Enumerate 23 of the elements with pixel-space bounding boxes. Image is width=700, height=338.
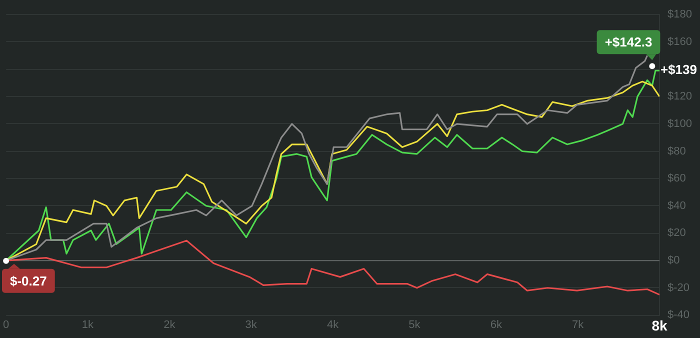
annotation: $-0.27	[10, 273, 47, 288]
y-tick-label: $120	[668, 90, 692, 103]
y-tick-label: $160	[668, 36, 692, 48]
x-tick-label: 8k	[652, 317, 668, 334]
y-tick-label: $20	[668, 227, 686, 240]
x-tick-label: 4k	[326, 318, 340, 331]
y-tick-label: $80	[668, 145, 686, 158]
y-tick-label: $40	[668, 200, 686, 212]
x-tick-label: 5k	[408, 318, 421, 331]
y-tick-label: $100	[668, 118, 692, 130]
y-tick-label: $-20	[668, 282, 690, 294]
x-tick-label: 1k	[82, 318, 94, 331]
annotation: +$142.3	[604, 34, 652, 50]
x-tick-label: 7k	[572, 318, 584, 331]
y-tick-label: $0	[668, 254, 680, 267]
x-tick-label: 3k	[245, 318, 258, 331]
x-tick-label: 6k	[490, 318, 502, 331]
x-tick-label: 0	[2, 318, 10, 331]
y-tick-label: $180	[668, 8, 692, 21]
y-tick-label: $-40	[668, 309, 690, 322]
y-tick-label: $60	[668, 172, 686, 185]
annotation: +$139	[660, 62, 698, 78]
x-tick-label: 2k	[164, 318, 176, 331]
